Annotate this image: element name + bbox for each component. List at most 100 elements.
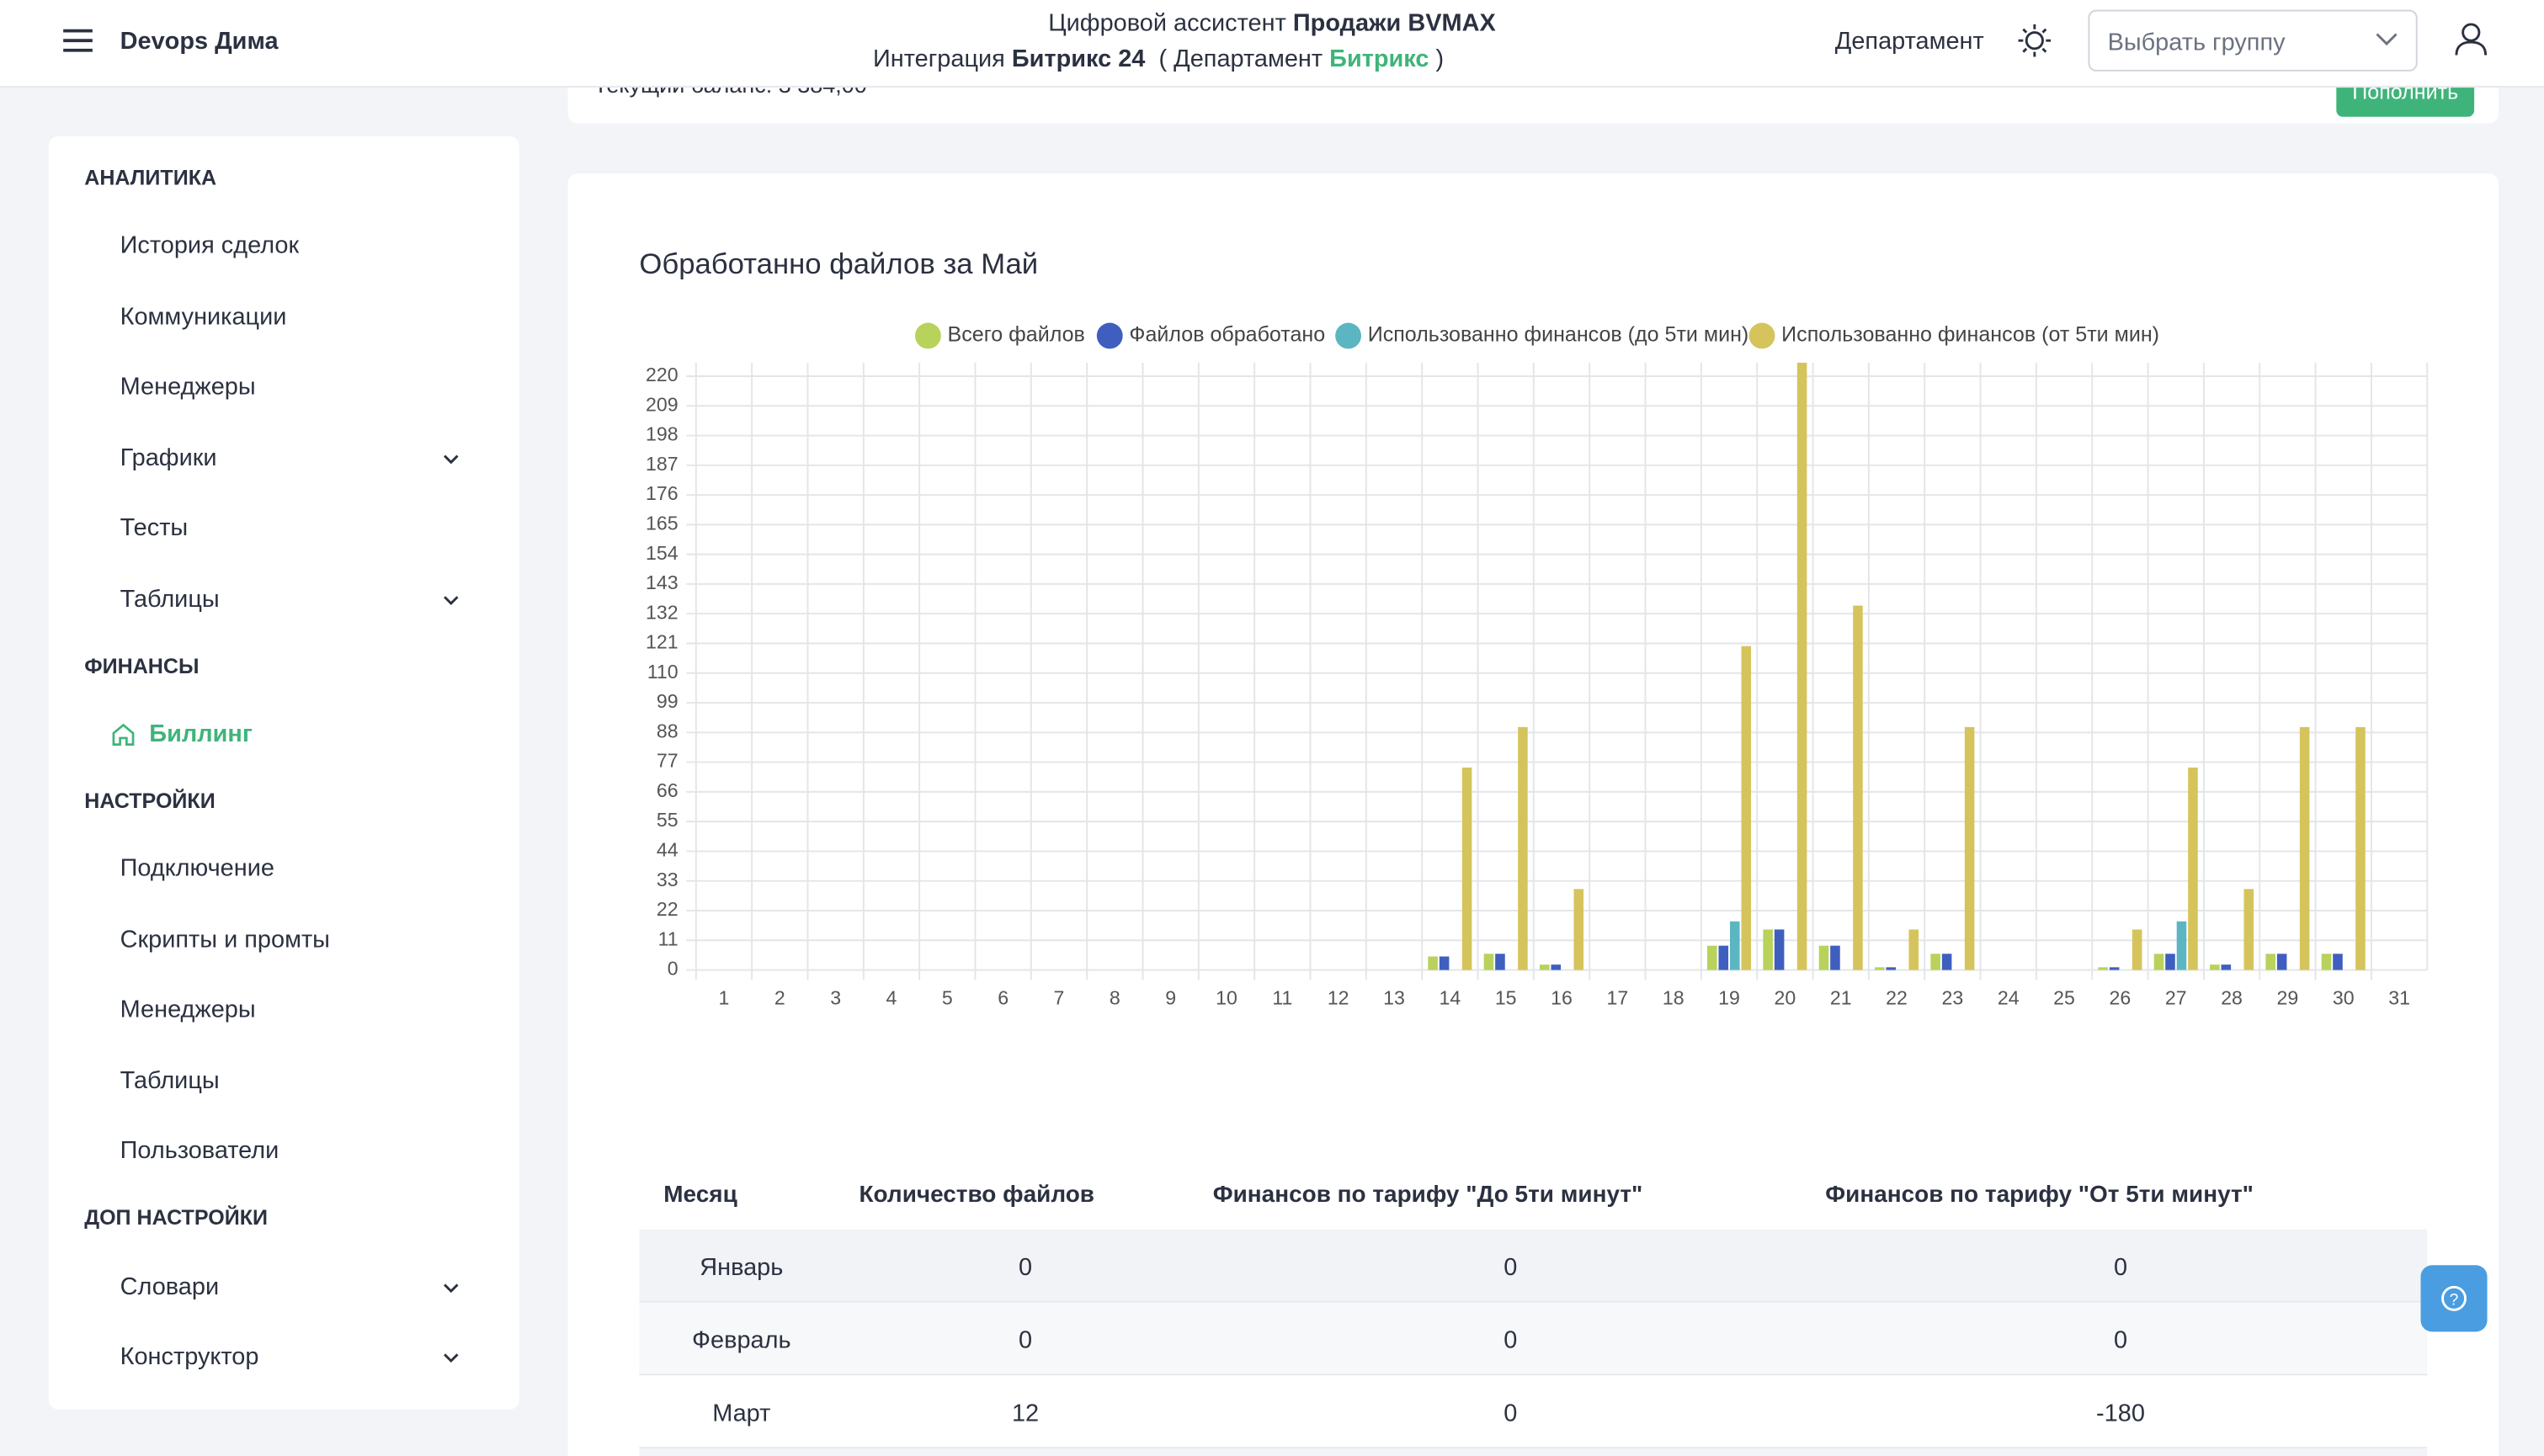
- expand-chevron[interactable]: [443, 1351, 459, 1363]
- x-tick-label: 24: [1998, 986, 2020, 1008]
- nav-item[interactable]: Скрипты и промты: [120, 926, 330, 954]
- table-cell: Январь: [700, 1253, 784, 1282]
- expand-chevron[interactable]: [443, 1282, 459, 1294]
- x-tick-label: 19: [1718, 986, 1740, 1008]
- section-title: ДОП НАСТРОЙКИ: [84, 1204, 269, 1230]
- user-name: Devops Дима: [120, 27, 279, 56]
- x-tick-label: 9: [1165, 986, 1176, 1008]
- title-text: Цифровой ассистент: [1048, 9, 1286, 38]
- table-header: Финансов по тарифу "До 5ти минут": [1212, 1182, 1643, 1209]
- y-tick-label: 154: [646, 542, 679, 564]
- bar: [1551, 964, 1562, 970]
- bar: [1853, 605, 1863, 970]
- user-icon[interactable]: [2453, 21, 2488, 56]
- bar: [1796, 362, 1807, 970]
- table-header: Финансов по тарифу "От 5ти минут": [1825, 1182, 2254, 1209]
- bar: [1461, 767, 1472, 970]
- legend-swatch: [1096, 322, 1123, 349]
- expand-chevron[interactable]: [443, 593, 459, 606]
- bar: [1875, 967, 1885, 970]
- bar: [1774, 929, 1785, 970]
- nav-item[interactable]: Коммуникации: [120, 303, 287, 332]
- y-tick-label: 220: [646, 364, 679, 385]
- bar: [1518, 726, 1528, 970]
- table-cell: 0: [1504, 1400, 1518, 1428]
- x-tick-label: 11: [1272, 986, 1292, 1008]
- table-cell: 0: [1019, 1253, 1033, 1282]
- x-tick-label: 26: [2110, 986, 2132, 1008]
- bar: [2333, 954, 2343, 970]
- nav-item[interactable]: Биллинг: [149, 720, 253, 748]
- select-placeholder: Выбрать группу: [2107, 29, 2286, 57]
- chevron: [2376, 33, 2398, 46]
- legend-label: Файлов обработано: [1129, 323, 1325, 347]
- table-row: [639, 1375, 2428, 1449]
- table-header: Месяц: [663, 1182, 737, 1209]
- subtitle-text: ): [1435, 45, 1445, 73]
- y-tick-label: 44: [657, 839, 679, 861]
- y-tick-label: 143: [646, 571, 679, 593]
- nav-item[interactable]: Таблицы: [120, 585, 220, 614]
- y-tick-label: 55: [657, 809, 679, 831]
- bar: [2276, 954, 2287, 970]
- nav-item[interactable]: Таблицы: [120, 1067, 220, 1095]
- nav-item[interactable]: Менеджеры: [120, 996, 256, 1024]
- table-cell: 12: [1011, 1400, 1040, 1428]
- department-link[interactable]: Департамент: [1834, 27, 1984, 56]
- table-cell: 0: [2113, 1326, 2128, 1355]
- legend-swatch: [1748, 322, 1775, 349]
- x-tick-label: 21: [1830, 986, 1852, 1008]
- bar: [1439, 956, 1450, 970]
- nav-item[interactable]: Пользователи: [120, 1137, 279, 1165]
- nav-item[interactable]: История сделок: [120, 231, 300, 260]
- nav-item[interactable]: Конструктор: [120, 1342, 259, 1371]
- bar: [2265, 954, 2275, 970]
- nav-item[interactable]: Графики: [120, 444, 217, 472]
- x-tick-label: 31: [2388, 986, 2410, 1008]
- bar: [2098, 967, 2108, 970]
- bar: [2355, 726, 2366, 970]
- x-tick-label: 28: [2221, 986, 2243, 1008]
- x-tick-label: 18: [1663, 986, 1684, 1008]
- x-tick-label: 14: [1439, 986, 1461, 1008]
- y-tick-label: 132: [646, 601, 679, 623]
- x-tick-label: 6: [998, 986, 1009, 1008]
- y-tick-label: 187: [646, 453, 679, 475]
- y-tick-label: 88: [657, 720, 679, 741]
- table-cell: 0: [2113, 1253, 2128, 1282]
- bar: [1941, 954, 1952, 970]
- y-tick-label: 198: [646, 423, 679, 445]
- menu-icon[interactable]: [61, 28, 94, 54]
- bar: [2153, 954, 2164, 970]
- y-tick-label: 209: [646, 393, 679, 415]
- subtitle-line: Интеграция Битрикс 24 ( Департамент Битр…: [873, 45, 1444, 73]
- table-cell: 0: [1504, 1326, 1518, 1355]
- bar: [2321, 954, 2332, 970]
- expand-chevron[interactable]: [443, 453, 459, 465]
- x-tick-label: 12: [1328, 986, 1349, 1008]
- y-tick-label: 22: [657, 898, 679, 920]
- bar: [2299, 726, 2310, 970]
- y-tick-label: 0: [668, 958, 679, 980]
- help-button[interactable]: ?: [2420, 1265, 2488, 1332]
- group-select[interactable]: Выбрать группу: [2088, 9, 2418, 72]
- table-row: [639, 1229, 2428, 1303]
- bar: [1741, 646, 1752, 970]
- nav-item[interactable]: Менеджеры: [120, 373, 256, 401]
- theme-toggle[interactable]: [2017, 23, 2052, 58]
- x-tick-label: 8: [1110, 986, 1120, 1008]
- nav-item[interactable]: Подключение: [120, 854, 274, 883]
- x-tick-label: 30: [2333, 986, 2355, 1008]
- nav-item[interactable]: Словари: [120, 1273, 220, 1301]
- bar: [1483, 954, 1494, 970]
- title-bold: Продажи BVMAX: [1292, 9, 1496, 38]
- subtitle-bold: Битрикс 24: [1011, 45, 1146, 73]
- legend-swatch: [1335, 322, 1362, 349]
- nav-item[interactable]: Тесты: [120, 513, 189, 542]
- table-header: Количество файлов: [859, 1182, 1094, 1209]
- x-tick-label: 25: [2053, 986, 2075, 1008]
- x-tick-label: 1: [719, 986, 730, 1008]
- subtitle-green: Битрикс: [1329, 45, 1429, 73]
- section-title: НАСТРОЙКИ: [84, 788, 216, 813]
- y-tick-label: 165: [646, 512, 679, 534]
